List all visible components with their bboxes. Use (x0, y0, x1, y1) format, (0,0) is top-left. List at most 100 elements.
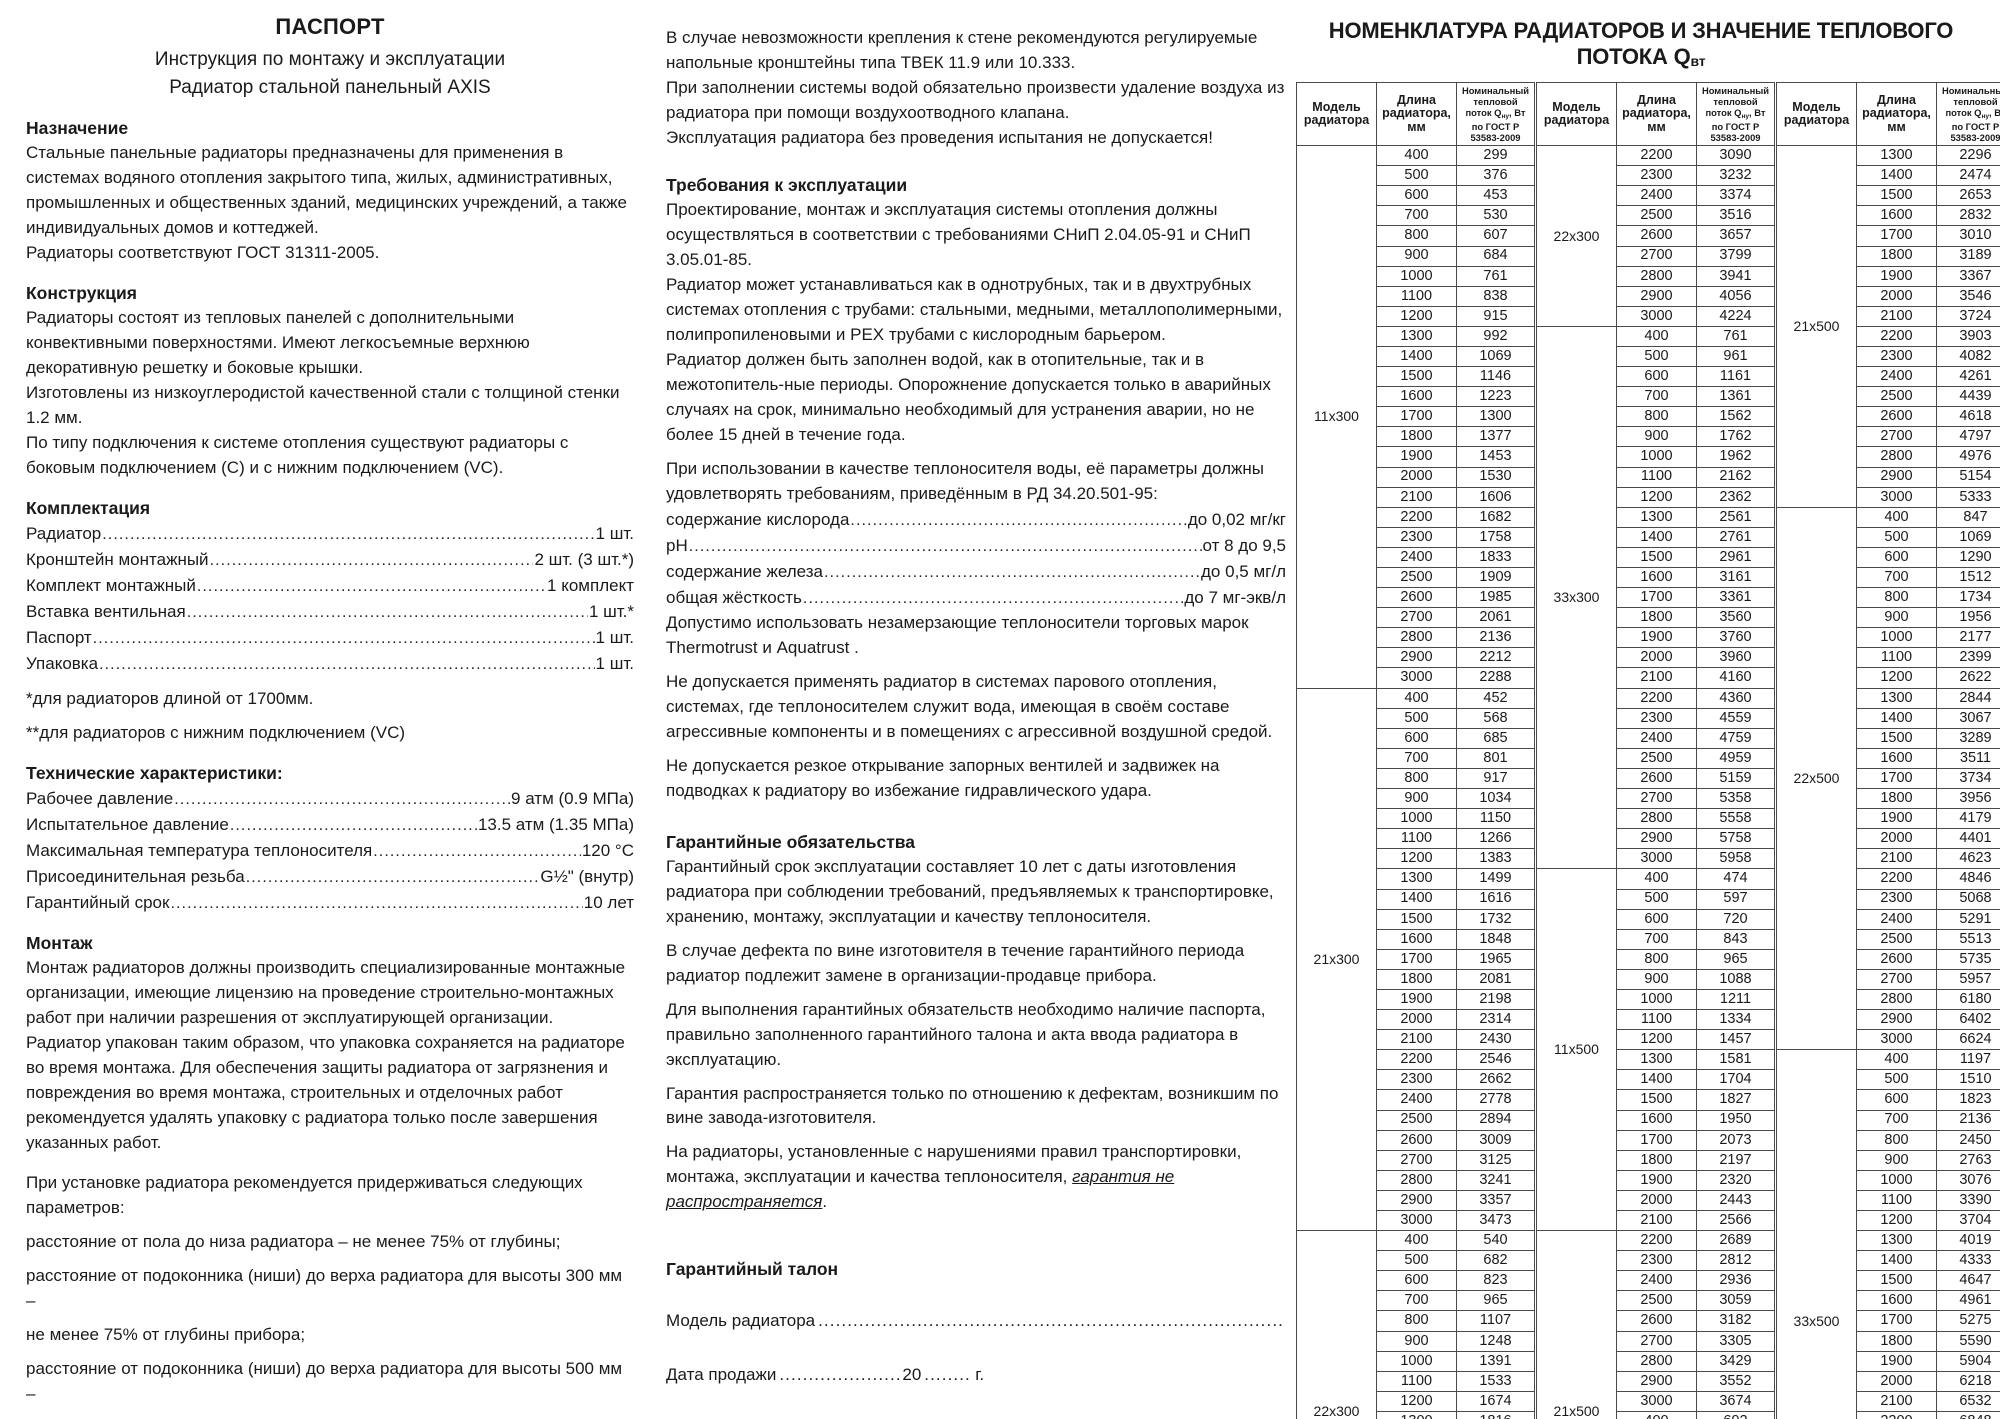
table-row: 1600 1848 700 843 2500 5513 (1297, 928, 2000, 950)
column-spacer (1775, 407, 1777, 427)
cell-length: 800 (1376, 767, 1457, 790)
column-spacer (1775, 748, 1777, 768)
header-line: поток Q (1465, 107, 1502, 119)
column-spacer (1535, 527, 1537, 547)
table-row: 2300 2662 1400 1704 500 1510 (1297, 1069, 2000, 1091)
table-row: 1900 1453 1000 1962 2800 4976 (1297, 446, 2000, 468)
column-spacer (1775, 206, 1777, 226)
column-spacer (1775, 346, 1777, 366)
column-spacer (1775, 628, 1777, 648)
cell-heat-flow: 992 (1456, 325, 1535, 347)
cell-length: 2000 (1856, 285, 1937, 307)
coupon-field-model[interactable]: Модель радиатора .......................… (666, 1308, 1286, 1334)
cell-length: 2600 (1856, 948, 1937, 970)
kit-value: 1 шт. (595, 653, 634, 673)
cell-length: 1900 (1856, 1350, 1937, 1372)
cell-length: 700 (1856, 1109, 1937, 1131)
warranty-p5-part-c: . (822, 1192, 828, 1212)
table-row: 900 1034 2700 5358 1800 3956 (1297, 788, 2000, 810)
cell-heat-flow: 720 (1696, 908, 1775, 930)
cell-length: 1700 (1856, 1310, 1937, 1332)
cell-heat-flow: 6180 (1936, 988, 2000, 1011)
cell-length: 1400 (1376, 888, 1457, 910)
prohibitions-paragraph-2: Не допускается резкое открывание запорны… (666, 755, 1220, 800)
column-spacer (1775, 527, 1777, 547)
cell-heat-flow: 1562 (1696, 406, 1775, 428)
column-spacer (1535, 407, 1537, 427)
cell-length: 2000 (1856, 828, 1937, 850)
column-spacer (1535, 1090, 1537, 1110)
cell-heat-flow: 1457 (1696, 1029, 1775, 1051)
column-spacer (1775, 969, 1777, 989)
coupon-field-tail: м.п. (1098, 1415, 1128, 1419)
cell-heat-flow: 3956 (1936, 788, 2000, 810)
coupon-field-sale-date[interactable]: Дата продажи ...........................… (666, 1362, 1286, 1388)
cell-length: 600 (1856, 1089, 1937, 1111)
cell-heat-flow: 5358 (1696, 788, 1775, 810)
cell-length: 600 (1856, 546, 1937, 569)
cell-model: 21x500 (1776, 145, 1857, 508)
construction-paragraph-2: Изготовлены из низкоуглеродистой качеств… (26, 382, 620, 427)
construction-paragraph-3: По типу подключения к системе отопления … (26, 432, 569, 477)
cell-heat-flow: 1616 (1456, 888, 1535, 910)
column-middle: В случае невозможности крепления к стене… (666, 0, 1286, 1419)
table-row: 3000 2288 2100 4160 1200 2622 (1297, 667, 2000, 689)
cell-length: 2500 (1616, 747, 1697, 769)
table-row: 2900 2212 2000 3960 1100 2399 (1297, 647, 2000, 669)
column-spacer (1775, 829, 1777, 849)
cell-length: 1600 (1856, 747, 1937, 769)
column-spacer (1775, 1070, 1777, 1090)
table-row: 1600 1223 700 1361 2500 4439 (1297, 386, 2000, 408)
table-row: 2500 2894 1600 1950 700 2136 (1297, 1109, 2000, 1131)
cell-heat-flow: 2136 (1936, 1109, 2000, 1131)
column-spacer (1535, 1010, 1537, 1030)
column-spacer (1775, 1371, 1777, 1391)
header-line: 53583-2009 (1710, 131, 1761, 143)
cell-heat-flow: 4019 (1936, 1230, 2000, 1252)
cell-heat-flow: 915 (1456, 305, 1535, 327)
cell-length: 2300 (1616, 707, 1697, 729)
cell-heat-flow: 4846 (1936, 868, 2000, 890)
cell-length: 500 (1616, 888, 1697, 910)
cell-length: 1300 (1616, 1049, 1697, 1071)
cell-heat-flow: 2689 (1696, 1230, 1775, 1252)
cell-length: 2500 (1616, 205, 1697, 227)
cell-length: 2800 (1856, 988, 1937, 1011)
water-param-value: до 0,5 мг/л (1201, 561, 1286, 581)
section-heading-coupon: Гарантийный талон (666, 1259, 839, 1280)
cell-length: 800 (1376, 1310, 1457, 1332)
column-spacer (1775, 387, 1777, 407)
column-spacer (1535, 1050, 1537, 1070)
column-spacer (1535, 1150, 1537, 1170)
column-spacer (1535, 547, 1537, 567)
cell-heat-flow: 2761 (1696, 526, 1775, 548)
cell-heat-flow: 5333 (1936, 486, 2000, 508)
column-spacer (1535, 849, 1537, 869)
header-subscript: ну (1741, 113, 1750, 121)
cell-heat-flow: 3161 (1696, 566, 1775, 589)
table-row: 1800 1377 900 1762 2700 4797 (1297, 426, 2000, 448)
coupon-field-seller[interactable]: Продавец ...............................… (666, 1415, 1286, 1419)
spec-value: 120 °С (581, 840, 634, 860)
kit-label: Радиатор (26, 523, 102, 543)
table-row: 2000 2314 1100 1334 2900 6402 (1297, 1009, 2000, 1031)
cell-heat-flow: 1848 (1456, 928, 1535, 950)
table-row: 1200 1383 3000 5958 2100 4623 (1297, 848, 2000, 870)
cell-length: 2800 (1856, 446, 1937, 468)
cell-length: 2100 (1856, 848, 1937, 870)
cell-heat-flow: 843 (1696, 928, 1775, 950)
cell-length: 1100 (1856, 1189, 1937, 1212)
leader-dots: ........................................… (209, 551, 534, 569)
cell-length: 2300 (1616, 1250, 1697, 1272)
col-header-length-1: Длина радиатора, мм (1376, 81, 1457, 147)
cell-length: 1800 (1376, 426, 1457, 448)
cell-heat-flow: 474 (1696, 868, 1775, 890)
cell-heat-flow: 2832 (1936, 205, 2000, 227)
purpose-paragraph-1: Стальные панельные радиаторы предназначе… (26, 143, 627, 238)
column-spacer (1535, 668, 1537, 688)
section-heading-kit: Комплектация (26, 497, 151, 518)
cell-length: 700 (1616, 928, 1697, 950)
cell-heat-flow: 1034 (1456, 788, 1535, 810)
cell-length: 900 (1856, 1149, 1937, 1171)
cell-length: 800 (1856, 1129, 1937, 1151)
